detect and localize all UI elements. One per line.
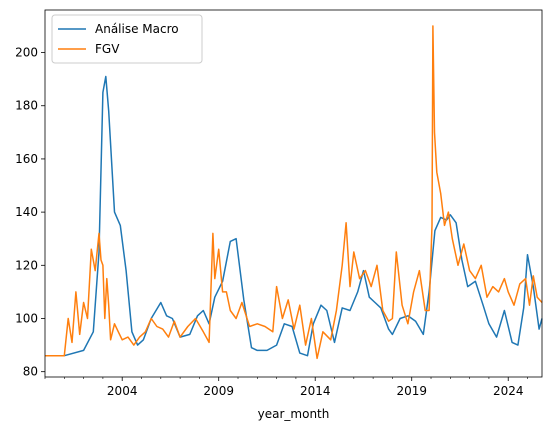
- x-tick-label: 2004: [107, 384, 138, 398]
- series-layer: [45, 25, 543, 360]
- x-tick-label: 2009: [203, 384, 234, 398]
- y-tick-label: 80: [23, 365, 38, 379]
- x-axis-label: year_month: [258, 407, 330, 421]
- series-line-2: [45, 25, 543, 360]
- legend-box: [51, 14, 203, 64]
- plot-area: [45, 10, 542, 377]
- legend-label-1: Análise Macro: [95, 22, 179, 36]
- plot-frame: [44, 9, 543, 378]
- y-tick-label: 200: [15, 46, 38, 60]
- y-tick-label: 140: [15, 205, 38, 219]
- legend-label-2: FGV: [95, 42, 120, 56]
- y-tick-label: 120: [15, 258, 38, 272]
- y-tick-label: 180: [15, 99, 38, 113]
- x-axis: 2004 2009 2014 2019 2024: [44, 377, 528, 398]
- x-tick-label: 2024: [493, 384, 524, 398]
- x-tick-label: 2019: [396, 384, 427, 398]
- y-tick-label: 100: [15, 311, 38, 325]
- y-tick-label: 160: [15, 152, 38, 166]
- y-axis: 80 100 120 140 160 180 200: [15, 46, 45, 379]
- series-line-1: [45, 75, 543, 357]
- legend: Análise Macro FGV: [51, 14, 203, 64]
- x-tick-label: 2014: [300, 384, 331, 398]
